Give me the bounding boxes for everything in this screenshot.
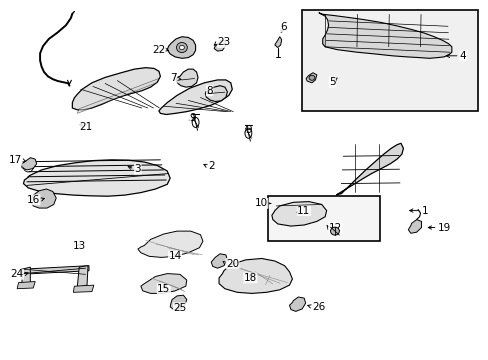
Ellipse shape — [308, 75, 314, 80]
Polygon shape — [17, 282, 35, 289]
Polygon shape — [176, 69, 198, 87]
Polygon shape — [23, 160, 170, 196]
Text: 11: 11 — [297, 206, 310, 216]
Ellipse shape — [176, 42, 187, 53]
Text: 1: 1 — [421, 206, 427, 216]
Polygon shape — [205, 86, 227, 102]
Polygon shape — [318, 13, 451, 58]
Text: 20: 20 — [225, 258, 239, 269]
Text: 17: 17 — [9, 155, 22, 165]
Polygon shape — [167, 37, 195, 58]
Polygon shape — [72, 68, 160, 110]
Polygon shape — [73, 285, 94, 292]
Text: 18: 18 — [243, 273, 257, 283]
Bar — [302, 10, 477, 111]
Ellipse shape — [330, 227, 339, 235]
Text: 2: 2 — [207, 161, 214, 171]
Polygon shape — [77, 266, 88, 287]
Polygon shape — [77, 78, 159, 113]
Ellipse shape — [179, 45, 184, 50]
Polygon shape — [271, 202, 326, 226]
Text: 7: 7 — [170, 73, 177, 84]
Text: 13: 13 — [72, 240, 86, 251]
Polygon shape — [138, 231, 203, 257]
Text: 4: 4 — [459, 51, 466, 61]
Polygon shape — [211, 254, 227, 268]
Polygon shape — [407, 220, 421, 233]
Text: 6: 6 — [280, 22, 286, 32]
Polygon shape — [141, 274, 186, 293]
Text: 14: 14 — [168, 251, 182, 261]
Polygon shape — [159, 80, 232, 114]
Polygon shape — [336, 143, 403, 195]
Text: 5: 5 — [328, 77, 335, 87]
Polygon shape — [20, 266, 89, 274]
Polygon shape — [21, 158, 37, 170]
Text: 16: 16 — [27, 195, 40, 205]
Text: 3: 3 — [134, 164, 141, 174]
Text: 24: 24 — [10, 269, 23, 279]
Polygon shape — [30, 189, 56, 208]
Polygon shape — [22, 267, 30, 285]
Text: 21: 21 — [79, 122, 92, 132]
Polygon shape — [170, 295, 186, 310]
Polygon shape — [214, 40, 225, 51]
Text: 9: 9 — [189, 113, 196, 123]
Text: 19: 19 — [437, 222, 450, 233]
Text: 12: 12 — [328, 222, 341, 233]
Polygon shape — [305, 73, 316, 83]
Text: 26: 26 — [311, 302, 325, 312]
Polygon shape — [219, 258, 292, 293]
Text: 15: 15 — [157, 284, 170, 294]
Text: 9: 9 — [245, 125, 252, 135]
Text: 8: 8 — [206, 86, 213, 96]
Text: 25: 25 — [173, 303, 186, 313]
Text: 10: 10 — [254, 198, 267, 208]
Polygon shape — [274, 37, 281, 48]
Polygon shape — [289, 297, 305, 311]
Text: 22: 22 — [152, 45, 165, 55]
Bar — [267, 196, 380, 241]
Text: 23: 23 — [217, 37, 230, 48]
